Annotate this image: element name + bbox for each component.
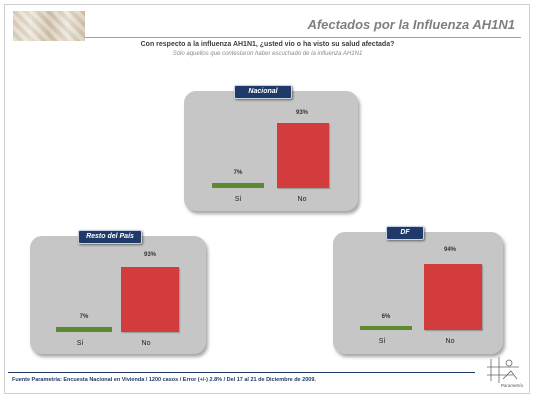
survey-subquestion: Sólo aquellos que contestaron haber escu… [172, 51, 363, 57]
header-photo [13, 11, 85, 41]
category-label-no-nacional: No [297, 196, 307, 203]
panel-tag-df: DF [386, 226, 424, 240]
source-note: Fuente Parametría: Encuesta Nacional en … [12, 377, 316, 383]
value-label-no-nacional: 93% [295, 110, 308, 116]
bar-si-nacional [212, 183, 264, 188]
value-label-si-nacional: 7% [233, 170, 243, 176]
value-label-si-df: 6% [381, 314, 391, 320]
value-label-si-resto-del-pais: 7% [79, 314, 89, 320]
panel-tag-resto-del-pais: Resto del País [78, 230, 142, 244]
parametria-logo [487, 357, 519, 383]
chart-panel-resto-del-pais [30, 236, 206, 354]
survey-question: Con respecto a la influenza AH1N1, ¿uste… [140, 41, 395, 48]
footer-divider [8, 372, 475, 373]
bar-no-resto-del-pais [121, 267, 179, 332]
chart-panel-nacional [184, 91, 358, 211]
value-label-no-df: 94% [443, 247, 456, 253]
category-label-no-resto-del-pais: No [141, 340, 151, 347]
category-label-si-nacional: Sí [234, 196, 242, 203]
bar-no-nacional [277, 123, 329, 188]
value-label-no-resto-del-pais: 93% [143, 252, 156, 258]
category-label-si-df: Sí [378, 338, 386, 345]
bar-si-df [360, 326, 412, 330]
category-label-no-df: No [445, 338, 455, 345]
bar-no-df [424, 264, 482, 330]
panel-tag-nacional: Nacional [234, 85, 292, 99]
page-title: Afectados por la Influenza AH1N1 [307, 17, 515, 32]
header-divider [85, 37, 521, 38]
logo-wordmark: Parametría [500, 383, 523, 388]
category-label-si-resto-del-pais: Sí [76, 340, 84, 347]
bar-si-resto-del-pais [56, 327, 112, 332]
